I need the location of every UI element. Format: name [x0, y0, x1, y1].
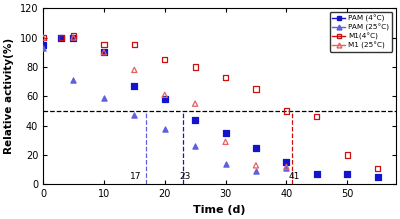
Point	[40, 36, 46, 39]
Point	[40, 46, 46, 49]
Point	[40, 36, 46, 39]
Point	[222, 162, 229, 166]
Point	[70, 78, 77, 82]
Point	[162, 97, 168, 101]
Point	[192, 65, 198, 69]
Point	[70, 36, 77, 39]
Point	[101, 43, 107, 47]
Point	[314, 115, 320, 119]
Point	[283, 109, 290, 113]
Point	[222, 76, 229, 79]
Point	[283, 161, 290, 164]
Point	[253, 87, 259, 91]
Point	[192, 145, 198, 148]
Text: 17: 17	[130, 173, 141, 182]
Legend: PAM (4°C), PAM (25°C), M1(4°C), M1 (25°C): PAM (4°C), PAM (25°C), M1(4°C), M1 (25°C…	[330, 12, 392, 52]
Point	[131, 43, 138, 47]
Point	[253, 164, 259, 167]
Point	[40, 43, 46, 47]
Point	[374, 166, 381, 170]
Point	[314, 172, 320, 176]
Point	[374, 175, 381, 179]
Point	[131, 68, 138, 72]
Point	[58, 36, 64, 39]
Point	[131, 84, 138, 88]
Point	[101, 50, 107, 54]
Point	[101, 50, 107, 54]
Point	[222, 131, 229, 135]
Point	[101, 96, 107, 99]
Point	[253, 146, 259, 149]
X-axis label: Time (d): Time (d)	[193, 205, 246, 215]
Point	[192, 118, 198, 122]
Point	[344, 172, 350, 176]
Point	[70, 36, 77, 39]
Point	[344, 153, 350, 157]
Text: 41: 41	[288, 173, 300, 182]
Point	[283, 165, 290, 169]
Point	[283, 166, 290, 170]
Point	[162, 127, 168, 130]
Y-axis label: Relative activity(%): Relative activity(%)	[4, 38, 14, 154]
Point	[222, 140, 229, 144]
Point	[131, 114, 138, 117]
Point	[162, 93, 168, 97]
Point	[70, 34, 77, 38]
Text: 23: 23	[179, 173, 190, 182]
Point	[162, 58, 168, 61]
Point	[253, 170, 259, 173]
Point	[58, 36, 64, 39]
Point	[192, 102, 198, 105]
